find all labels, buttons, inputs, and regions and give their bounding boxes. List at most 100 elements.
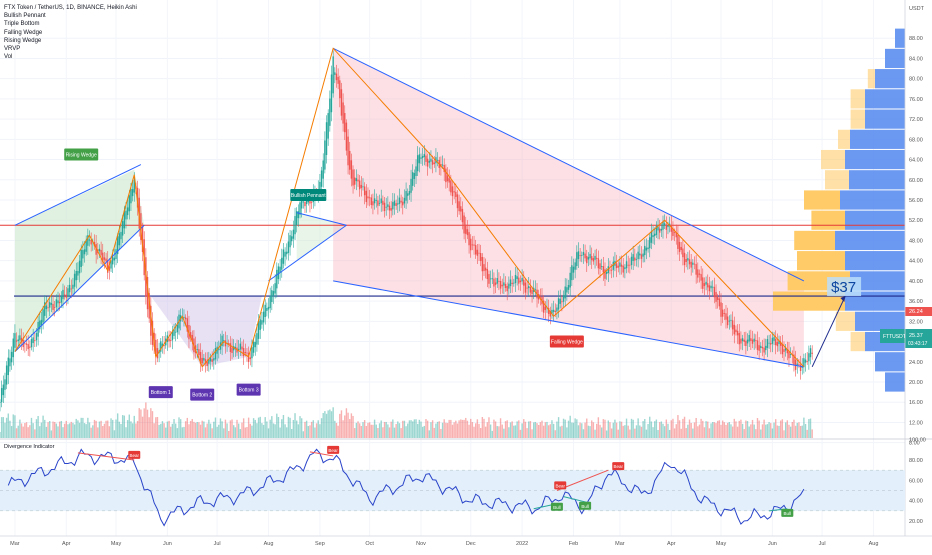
tag-bullish-pennant: Bullish Pennant	[291, 193, 326, 199]
volume-bar	[726, 422, 729, 438]
candle-body	[150, 305, 152, 336]
candle-body	[478, 252, 480, 254]
candle-body	[720, 302, 722, 317]
candle-body	[246, 352, 248, 354]
volume-bar	[806, 429, 808, 438]
candle-body	[189, 332, 192, 338]
volume-bar	[625, 418, 628, 438]
indicator-vol[interactable]: Vol	[4, 54, 13, 61]
candle-body	[247, 352, 250, 362]
candle-body	[451, 186, 454, 197]
candle-body	[516, 276, 518, 280]
indicator-vrvp[interactable]: VRVP	[4, 46, 21, 53]
candle-body	[24, 343, 26, 345]
volume-bar	[433, 427, 435, 438]
volume-bar	[125, 427, 127, 438]
volume-bar	[622, 425, 624, 438]
volume-bar	[678, 420, 681, 438]
candle-body	[717, 296, 719, 300]
candle-body	[373, 198, 376, 204]
candle-body	[325, 122, 328, 156]
candle-body	[206, 361, 208, 367]
volume-bar	[763, 419, 765, 438]
price-upper-value: 26.24	[909, 309, 923, 315]
candle-body	[53, 306, 56, 308]
volume-bar	[470, 418, 472, 438]
price-axis-tick: 56.00	[909, 198, 923, 204]
volume-bar	[237, 423, 240, 438]
volume-bar	[783, 430, 785, 438]
volume-bar	[196, 421, 198, 438]
volume-bar	[481, 417, 484, 438]
volume-bar	[615, 422, 618, 438]
volume-bar	[133, 415, 135, 438]
volume-bar	[455, 420, 457, 438]
candle-body	[118, 233, 121, 246]
volume-bar	[165, 427, 167, 438]
volume-bar	[110, 418, 112, 438]
volume-bar	[516, 421, 518, 438]
candle-body	[511, 282, 513, 285]
candle-body	[418, 154, 421, 164]
candle-body	[483, 264, 485, 272]
candle-body	[65, 294, 68, 298]
candle-body	[609, 269, 611, 271]
candle-body	[400, 200, 402, 203]
candle-body	[261, 320, 263, 325]
candle-body	[683, 252, 686, 266]
candle-body	[562, 295, 565, 302]
volume-bar	[728, 422, 731, 438]
candle-body	[320, 170, 323, 187]
volume-bar	[663, 426, 666, 438]
indicator-rising-wedge[interactable]: Rising Wedge	[4, 37, 42, 44]
candle-body	[269, 295, 271, 309]
quote-currency: USDT	[909, 6, 925, 12]
projection-arrow-head	[840, 296, 846, 303]
candle-body	[673, 232, 676, 233]
volume-bar	[254, 419, 256, 438]
candle-body	[49, 302, 51, 308]
candle-body	[198, 349, 200, 356]
indicator-bullish-pennant[interactable]: Bullish Pennant	[4, 13, 46, 20]
price-axis-tick: 20.00	[909, 380, 923, 386]
volume-bar	[493, 419, 495, 438]
oscillator-title: Divergence Indicator	[4, 444, 55, 450]
candle-body	[174, 331, 177, 333]
candle-body	[465, 224, 467, 234]
volume-bar	[685, 428, 687, 438]
volume-bar	[803, 417, 805, 438]
volume-bar	[7, 413, 9, 438]
indicator-triple-bottom[interactable]: Triple Bottom	[4, 21, 40, 28]
time-axis-tick: May	[716, 541, 727, 547]
volume-bar	[712, 422, 714, 438]
candle-body	[596, 257, 598, 259]
candle-body	[282, 249, 285, 264]
candle-body	[90, 240, 92, 245]
volume-bar	[322, 413, 324, 438]
candle-body	[705, 281, 707, 285]
volume-bar	[281, 419, 283, 438]
volume-bar	[421, 426, 424, 438]
volume-bar	[17, 425, 19, 438]
candle-body	[453, 191, 455, 193]
volume-bar	[25, 422, 28, 438]
candle-body	[256, 333, 258, 345]
candle-body	[171, 331, 174, 341]
volume-bar	[375, 424, 377, 438]
candle-body	[647, 247, 649, 250]
price-axis-tick: 88.00	[909, 36, 923, 42]
volume-bar	[344, 415, 346, 438]
volume-bar	[600, 427, 603, 438]
vp-down-bar	[821, 149, 845, 170]
volume-bar	[523, 419, 525, 438]
volume-bar	[425, 419, 427, 438]
volume-bar	[741, 423, 744, 438]
volume-bar	[765, 424, 767, 438]
tag-rising-wedge: Rising Wedge	[66, 153, 97, 159]
volume-bar	[473, 426, 475, 438]
tag-bottom-3-bg	[236, 383, 261, 396]
volume-bar	[415, 419, 417, 438]
indicator-falling-wedge[interactable]: Falling Wedge	[4, 29, 43, 36]
